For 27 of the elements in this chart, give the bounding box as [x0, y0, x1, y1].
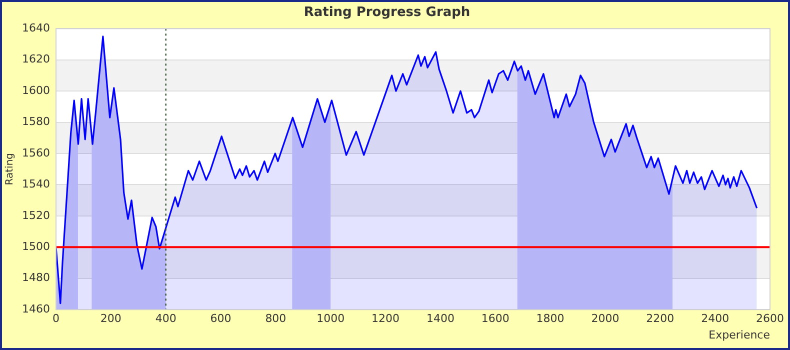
- y-tick-label: 1600: [22, 84, 50, 97]
- y-tick-label: 1620: [22, 52, 50, 66]
- x-tick-label: 1200: [372, 312, 400, 326]
- x-tick-label: 1800: [536, 312, 564, 326]
- y-tick-label: 1520: [22, 208, 50, 222]
- y-tick-label: 1580: [22, 115, 50, 128]
- x-tick-label: 2200: [646, 312, 674, 326]
- x-tick-label: 0: [52, 312, 60, 326]
- x-axis-title: Experience: [708, 328, 770, 342]
- x-tick-label: 600: [210, 312, 232, 326]
- x-tick-label: 800: [265, 312, 286, 326]
- x-tick-label: 1400: [426, 312, 454, 326]
- x-tick-label: 2000: [591, 312, 620, 326]
- y-tick-label: 1500: [22, 240, 50, 254]
- x-tick-label: 400: [155, 312, 176, 326]
- x-tick-label: 1600: [481, 312, 510, 326]
- x-tick-label: 1000: [316, 312, 345, 326]
- y-tick-label: 1640: [22, 21, 50, 34]
- y-tick-label: 1540: [22, 178, 50, 191]
- x-tick-label: 2600: [756, 312, 784, 326]
- y-tick-label: 1480: [22, 271, 50, 284]
- x-tick-label: 2400: [701, 312, 730, 326]
- y-axis-title: Rating: [4, 152, 16, 186]
- y-tick-label: 1560: [22, 146, 50, 160]
- y-tick-label: 1460: [22, 302, 50, 316]
- x-tick-label: 200: [100, 312, 122, 326]
- chart-title: Rating Progress Graph: [304, 5, 470, 20]
